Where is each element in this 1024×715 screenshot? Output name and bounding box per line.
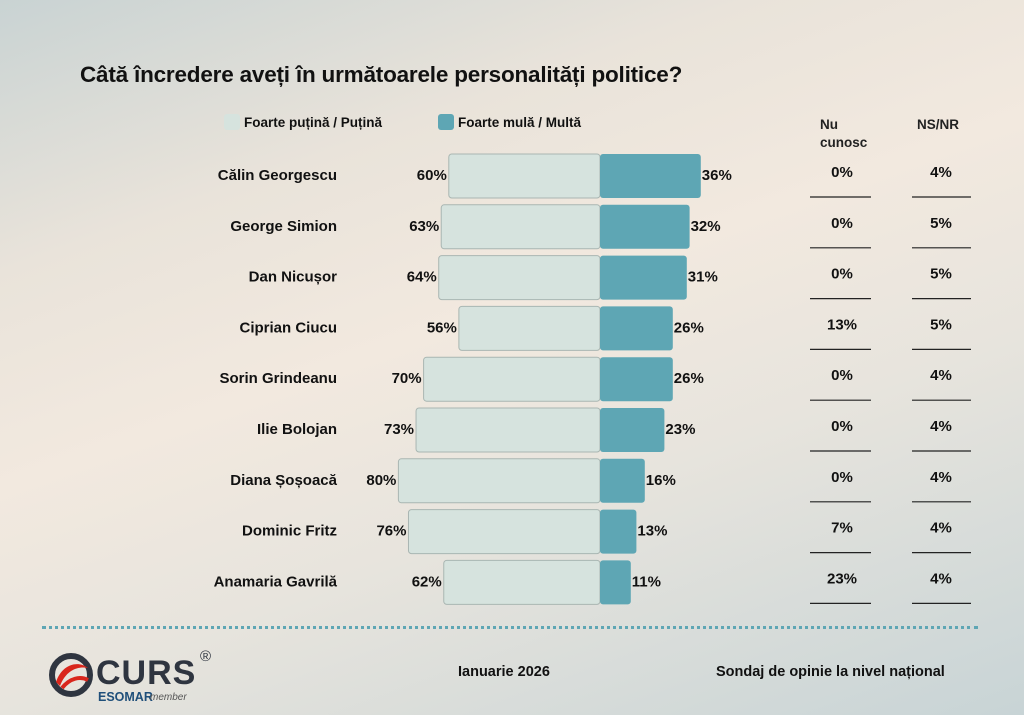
- legend-label-high: Foarte mulă / Multă: [458, 114, 582, 130]
- bar-high: [600, 357, 673, 402]
- category-label: Anamaria Gavrilă: [214, 573, 338, 590]
- registered-mark: ®: [200, 648, 212, 665]
- legend-label-low: Foarte puțină / Puțină: [244, 114, 383, 130]
- value-label-low: 63%: [409, 218, 439, 235]
- ns-nr-value: 4%: [930, 367, 952, 384]
- category-label: Dominic Fritz: [242, 523, 337, 540]
- curs-logo-mark-icon: [49, 653, 93, 697]
- value-label-high: 26%: [674, 370, 704, 387]
- value-label-high: 23%: [665, 421, 695, 438]
- legend-item-low: Foarte puțină / Puțină: [224, 112, 382, 132]
- value-label-low: 56%: [427, 319, 457, 336]
- nu-cunosc-value: 0%: [831, 418, 853, 435]
- bar-low: [438, 255, 601, 301]
- bar-low: [397, 458, 601, 504]
- diverging-bar-chart: Călin Georgescu 60% 36% 0% 4% George Simion 63…: [214, 153, 971, 605]
- bar-low: [423, 356, 601, 402]
- value-label-low: 70%: [392, 370, 422, 387]
- category-label: Călin Georgescu: [218, 167, 337, 184]
- ns-nr-value: 5%: [930, 316, 952, 333]
- bar-high: [600, 154, 701, 198]
- bar-high: [600, 204, 690, 249]
- bar-high: [600, 255, 687, 300]
- value-label-low: 73%: [384, 421, 414, 438]
- value-label-high: 26%: [674, 319, 704, 336]
- brand-name: CURS: [96, 654, 197, 692]
- value-label-high: 13%: [637, 523, 667, 540]
- category-label: Ilie Bolojan: [257, 421, 337, 438]
- value-label-high: 31%: [688, 269, 718, 286]
- nu-cunosc-value: 7%: [831, 520, 853, 537]
- nu-cunosc-value: 0%: [831, 164, 853, 181]
- category-label: Sorin Grindeanu: [219, 370, 337, 387]
- value-label-high: 36%: [702, 167, 732, 184]
- bar-low: [458, 305, 601, 351]
- bar-high: [600, 408, 665, 452]
- curs-logo: CURS ® ESOMAR member: [48, 648, 223, 710]
- value-label-low: 80%: [366, 472, 396, 489]
- bar-high: [600, 509, 637, 554]
- value-label-high: 11%: [632, 573, 661, 590]
- survey-date: Ianuarie 2026: [458, 664, 550, 680]
- ns-nr-value: 4%: [930, 469, 952, 486]
- value-label-low: 62%: [412, 573, 442, 590]
- survey-source: Sondaj de opinie la nivel național: [716, 664, 945, 680]
- legend-swatch-high: [438, 114, 454, 130]
- esomar-label: ESOMAR: [98, 690, 153, 704]
- bar-low: [443, 559, 601, 605]
- bar-high: [600, 306, 673, 351]
- nu-cunosc-value: 23%: [827, 570, 857, 587]
- value-label-low: 64%: [407, 269, 437, 286]
- bar-high: [600, 560, 631, 605]
- category-label: Diana Șoșoacă: [230, 472, 337, 489]
- category-label: Ciprian Ciucu: [239, 319, 337, 336]
- ns-nr-value: 4%: [930, 418, 952, 435]
- nu-cunosc-value: 0%: [831, 266, 853, 283]
- bar-low: [415, 407, 601, 453]
- nu-cunosc-value: 0%: [831, 367, 853, 384]
- value-label-high: 32%: [691, 218, 721, 235]
- column-header-nu-cunosc: Nu cunosc: [820, 117, 868, 150]
- ns-nr-value: 5%: [930, 266, 952, 283]
- value-label-high: 16%: [646, 472, 676, 489]
- esomar-member-label: member: [150, 692, 187, 703]
- value-label-low: 60%: [417, 167, 447, 184]
- bar-low: [440, 204, 601, 250]
- nu-cunosc-value: 13%: [827, 316, 857, 333]
- ns-nr-value: 4%: [930, 520, 952, 537]
- column-header-ns-nr: NS/NR: [917, 117, 960, 132]
- nu-cunosc-value: 0%: [831, 215, 853, 232]
- category-label: Dan Nicușor: [249, 269, 338, 286]
- nu-cunosc-value: 0%: [831, 469, 853, 486]
- bar-low: [448, 153, 601, 199]
- legend-item-high: Foarte mulă / Multă: [438, 112, 581, 132]
- ns-nr-value: 4%: [930, 570, 952, 587]
- value-label-low: 76%: [376, 523, 406, 540]
- category-label: George Simion: [230, 218, 337, 235]
- bar-high: [600, 458, 645, 503]
- ns-nr-value: 4%: [930, 164, 952, 181]
- bar-low: [407, 509, 601, 555]
- footer-divider: [42, 626, 978, 629]
- chart-title: Câtă încredere aveți în următoarele pers…: [80, 62, 683, 87]
- legend-swatch-low: [224, 114, 240, 130]
- ns-nr-value: 5%: [930, 215, 952, 232]
